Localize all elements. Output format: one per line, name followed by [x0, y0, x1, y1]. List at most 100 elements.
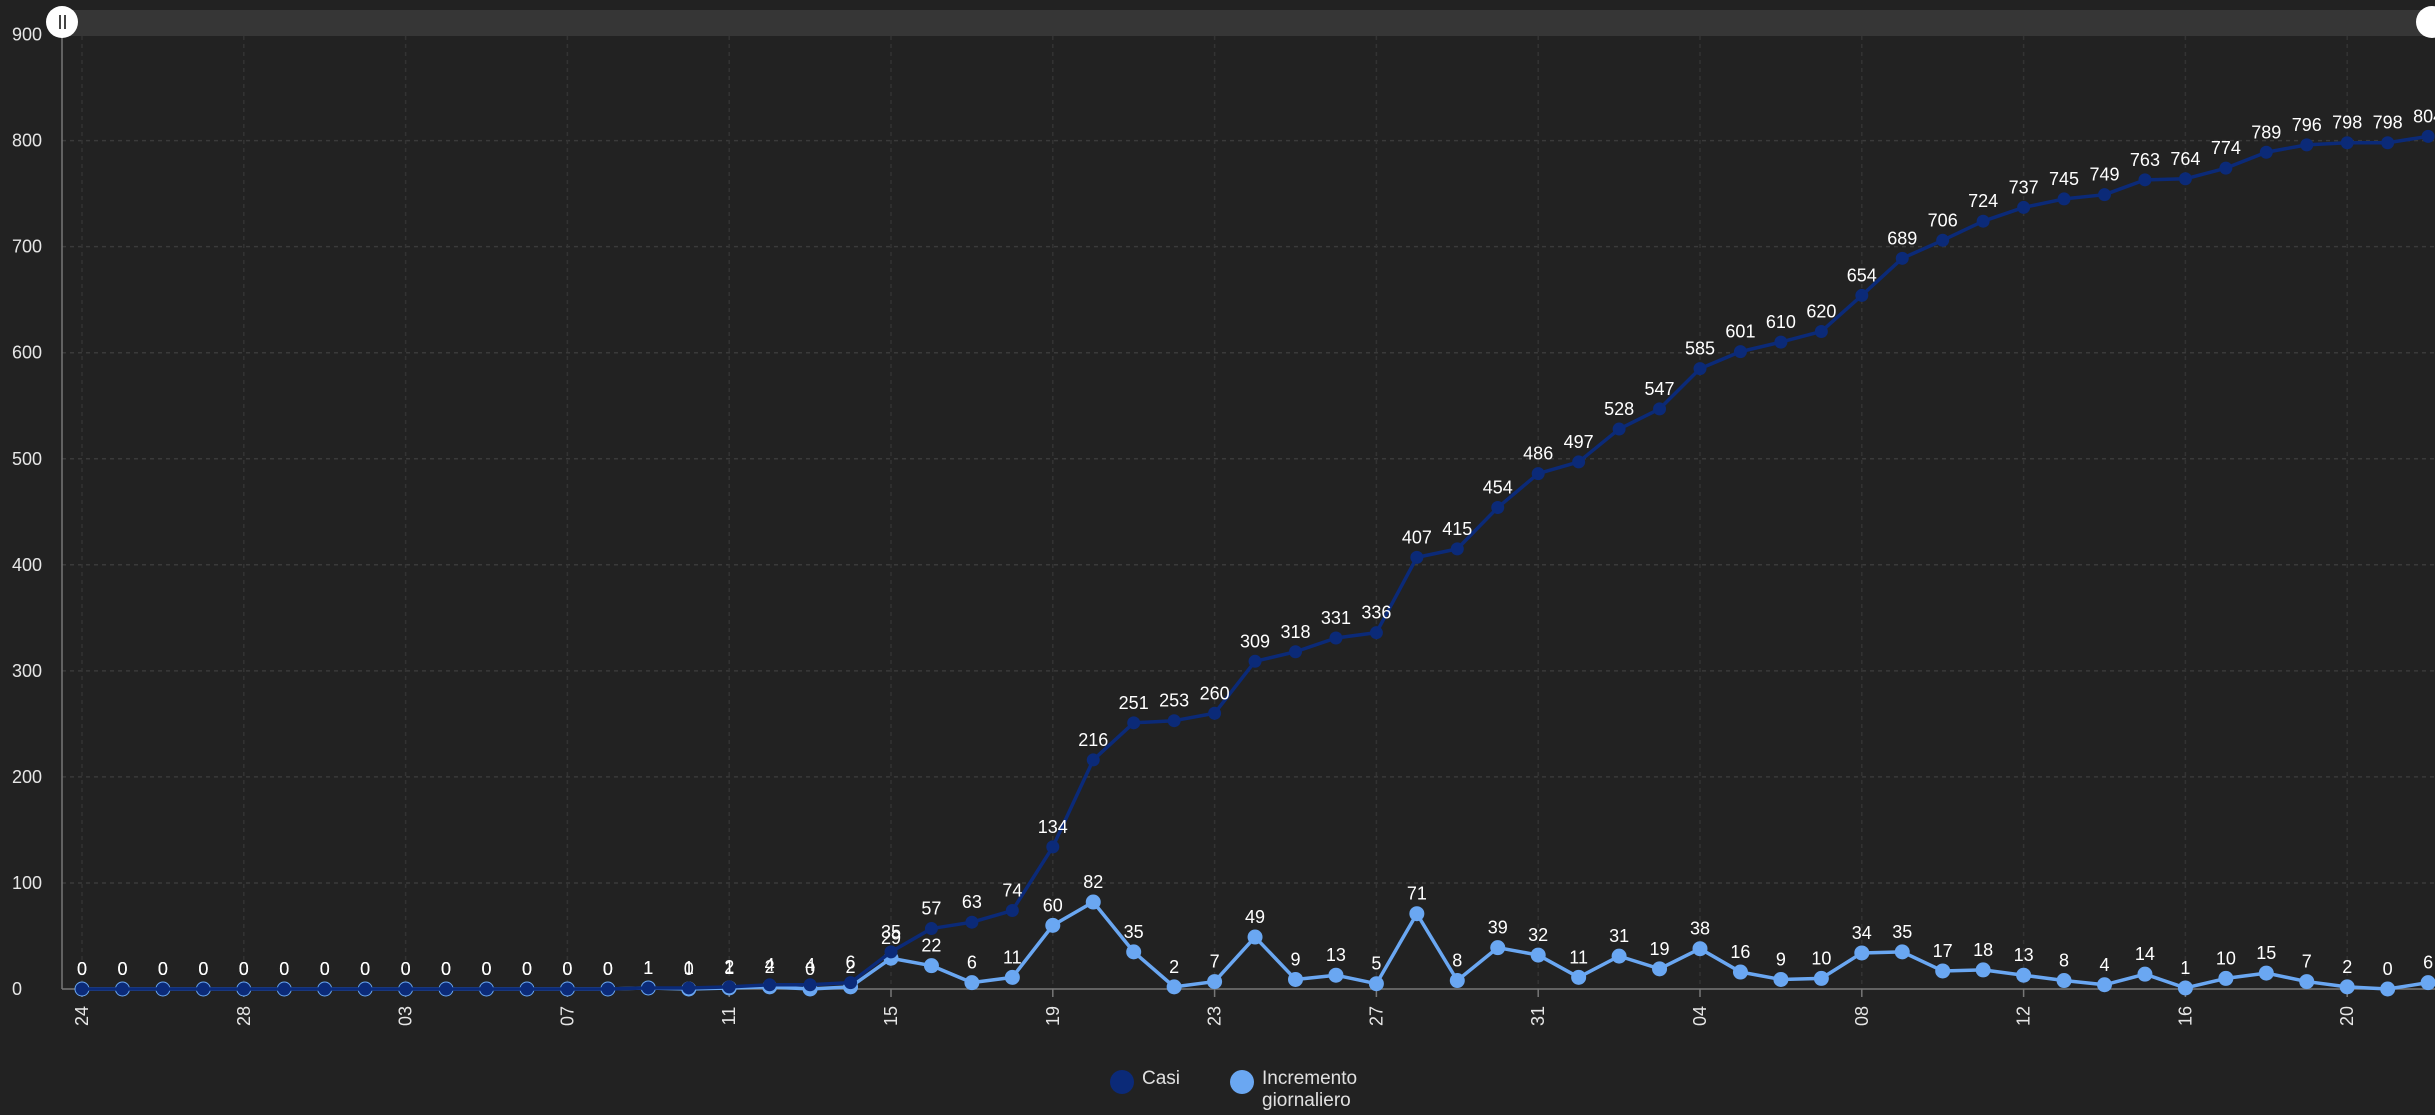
x-tick-label: 11	[719, 1007, 739, 1026]
x-tick-label: 24	[72, 1006, 92, 1026]
data-point	[2137, 966, 2153, 982]
data-point	[2016, 967, 2032, 983]
data-label: 654	[1847, 265, 1877, 285]
data-point	[1531, 467, 1545, 481]
data-label: 7	[2302, 952, 2312, 972]
data-label: 8	[1452, 951, 1462, 971]
data-label: 39	[1488, 918, 1508, 938]
data-label: 35	[881, 922, 901, 942]
x-tick-label: 20	[2337, 1006, 2357, 1026]
data-label: 0	[239, 959, 249, 979]
data-label: 0	[684, 959, 694, 979]
data-label: 2	[765, 957, 775, 977]
data-label: 0	[360, 959, 370, 979]
horizontal-scrollbar[interactable]	[62, 10, 2435, 36]
data-label: 689	[1887, 228, 1917, 248]
data-label: 0	[360, 959, 370, 979]
data-point	[115, 982, 129, 996]
data-label: 331	[1321, 608, 1351, 628]
data-label: 7	[1210, 952, 1220, 972]
data-label: 0	[562, 959, 572, 979]
data-label: 10	[2216, 948, 2236, 968]
data-label: 0	[158, 959, 168, 979]
data-point	[75, 982, 89, 996]
data-point	[2219, 161, 2233, 175]
y-tick-label: 700	[12, 237, 42, 257]
data-label: 1	[643, 958, 653, 978]
data-point	[1935, 963, 1951, 979]
data-label: 29	[881, 928, 901, 948]
data-label: 0	[481, 959, 491, 979]
data-point	[1854, 945, 1870, 961]
data-point	[1409, 906, 1425, 922]
data-point	[1895, 251, 1909, 265]
data-label: 764	[2170, 149, 2200, 169]
data-point	[924, 922, 938, 936]
data-label: 796	[2292, 115, 2322, 135]
data-label: 18	[1973, 940, 1993, 960]
y-tick-label: 500	[12, 449, 42, 469]
data-label: 407	[1402, 527, 1432, 547]
data-label: 14	[2135, 944, 2155, 964]
scrollbar-right-grip-icon[interactable]	[2416, 6, 2435, 38]
data-point	[2178, 172, 2192, 186]
data-label: 318	[1280, 622, 1310, 642]
data-point	[1004, 969, 1020, 985]
data-label: 1	[643, 958, 653, 978]
data-label: 4	[2099, 955, 2109, 975]
data-label: 31	[1609, 926, 1629, 946]
data-label: 0	[320, 959, 330, 979]
data-point	[2177, 980, 2193, 996]
legend-marker-icon	[1110, 1070, 1134, 1094]
data-point	[2098, 188, 2111, 202]
data-label: 0	[77, 959, 87, 979]
data-point	[520, 982, 534, 996]
data-label: 0	[117, 959, 127, 979]
data-point	[1449, 973, 1465, 989]
y-tick-label: 900	[12, 25, 42, 45]
y-tick-label: 300	[12, 661, 42, 681]
legend-item-casi[interactable]: Casi	[1110, 1068, 1180, 1094]
legend-item-incremento[interactable]: Incremento giornaliero	[1230, 1068, 1412, 1112]
data-label: 0	[279, 959, 289, 979]
data-point	[2259, 145, 2273, 159]
data-label: 547	[1645, 379, 1675, 399]
data-label: 0	[481, 959, 491, 979]
data-label: 4	[765, 955, 775, 975]
data-label: 737	[2009, 177, 2039, 197]
data-point	[1572, 455, 1586, 469]
legend-label: Incremento giornaliero	[1262, 1068, 1358, 1111]
data-label: 620	[1806, 301, 1836, 321]
data-label: 763	[2130, 150, 2160, 170]
data-point	[1247, 929, 1263, 945]
data-point	[1693, 362, 1707, 376]
y-tick-label: 600	[12, 343, 42, 363]
data-point	[358, 982, 372, 996]
data-point	[1207, 974, 1223, 990]
data-point	[844, 976, 858, 990]
data-label: 5	[1371, 954, 1381, 974]
data-point	[1329, 631, 1343, 645]
data-point	[2057, 192, 2071, 206]
data-label: 0	[401, 959, 411, 979]
data-point	[1126, 944, 1142, 960]
y-tick-label: 200	[12, 767, 42, 787]
data-point	[156, 982, 170, 996]
data-point	[1046, 840, 1060, 854]
data-point	[2300, 138, 2314, 152]
data-point	[2339, 979, 2355, 995]
data-point	[803, 978, 817, 992]
data-label: 71	[1407, 884, 1427, 904]
data-label: 0	[401, 959, 411, 979]
data-point	[1085, 894, 1101, 910]
scrollbar-left-grip-icon[interactable]	[46, 6, 78, 38]
data-label: 11	[1569, 947, 1588, 967]
data-label: 415	[1442, 519, 1472, 539]
data-label: 724	[1968, 191, 1998, 211]
data-label: 789	[2251, 122, 2281, 142]
data-label: 6	[967, 953, 977, 973]
x-tick-label: 08	[1852, 1006, 1872, 1026]
data-label: 49	[1245, 907, 1265, 927]
